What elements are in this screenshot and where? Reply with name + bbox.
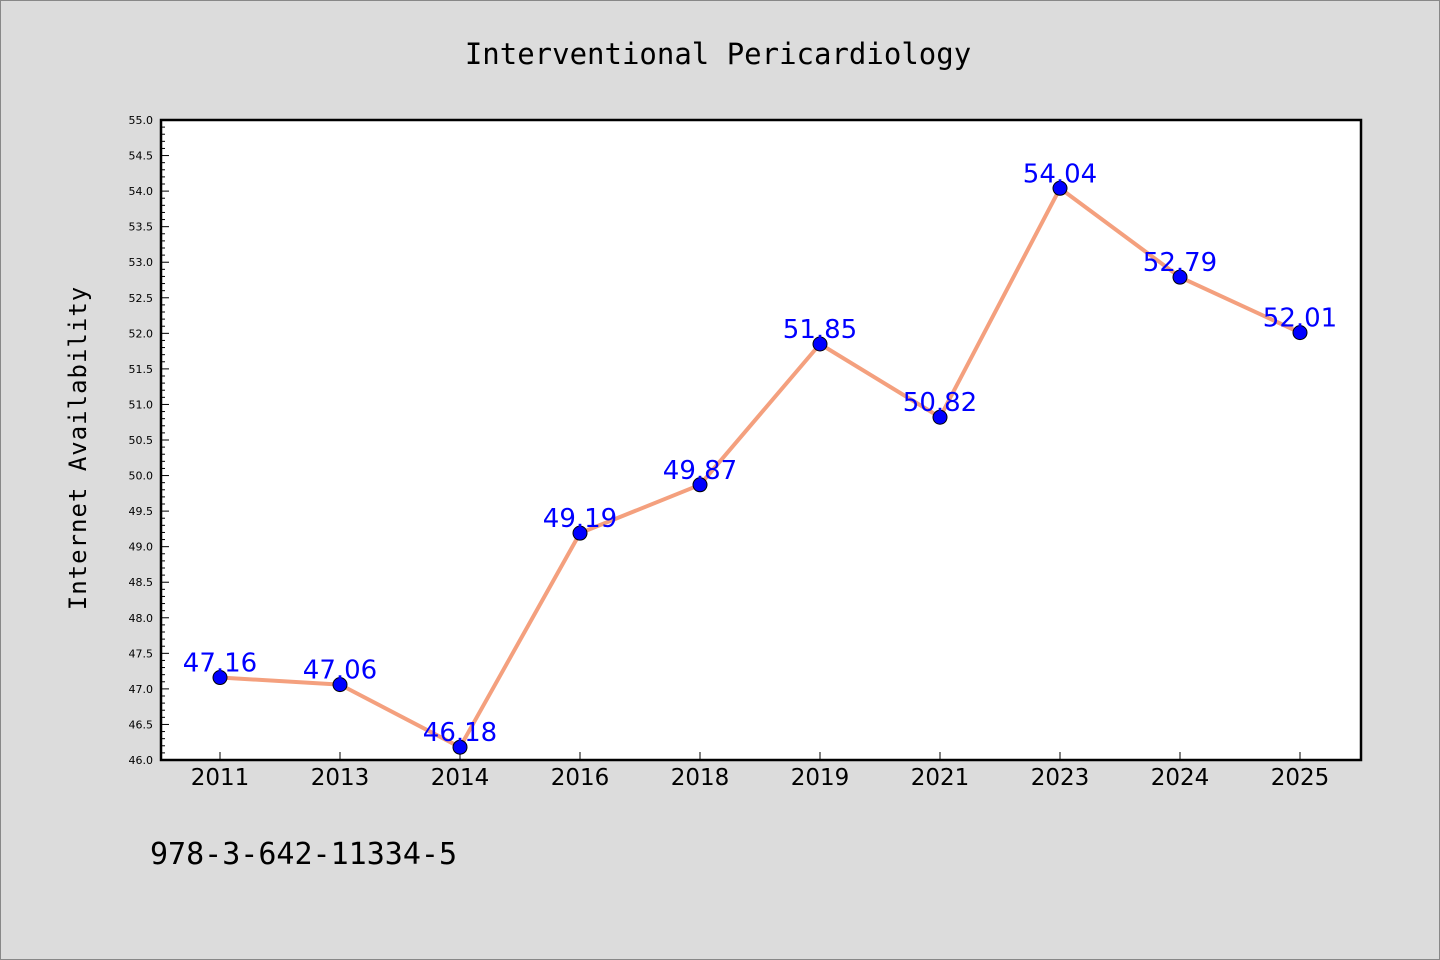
- plot-area: [159, 118, 1363, 762]
- data-label: 49.19: [543, 504, 617, 534]
- data-labels-group: 47.16 47.06 46.18 49.19 49.87 51.85 50.82 54.04…: [183, 159, 1337, 748]
- x-tick-label: 2025: [1271, 765, 1330, 791]
- y-axis-label: Internet Availability: [64, 286, 92, 610]
- y-tick-label: 50.5: [129, 434, 154, 447]
- data-point-marker: [332, 677, 348, 693]
- data-point-marker: [452, 739, 468, 755]
- y-tick-label: 48.0: [129, 612, 154, 625]
- series-line-group: [218, 186, 1302, 750]
- x-tick-label: 2023: [1031, 765, 1090, 791]
- markers-group: [212, 180, 1308, 755]
- x-tick-label: 2013: [311, 765, 370, 791]
- series-line: [218, 186, 1302, 750]
- y-tick-label: 52.0: [129, 327, 154, 340]
- y-tick-label: 53.0: [129, 256, 154, 269]
- y-tick-label: 50.0: [129, 470, 154, 483]
- y-tick-label: 53.5: [129, 221, 154, 234]
- x-tick-label: 2019: [791, 765, 850, 791]
- data-label: 49.87: [663, 456, 737, 486]
- x-tick-label: 2018: [671, 765, 730, 791]
- x-axis: 2011 2013 2014 2016 2018 2019 2021 2023 2024 2025: [191, 752, 1330, 791]
- isbn-footer: 978-3-642-11334-5: [150, 837, 457, 872]
- data-label: 52.79: [1143, 248, 1217, 278]
- x-tick-label: 2016: [551, 765, 610, 791]
- data-label: 46.18: [423, 718, 497, 748]
- y-tick-label: 52.5: [129, 292, 154, 305]
- x-tick-label: 2011: [191, 765, 250, 791]
- data-label: 52.01: [1263, 304, 1337, 334]
- y-tick-label: 46.0: [129, 754, 154, 767]
- data-point-marker: [1172, 269, 1188, 285]
- data-label: 50.82: [903, 388, 977, 418]
- y-tick-label: 51.5: [129, 363, 154, 376]
- y-tick-label: 51.0: [129, 398, 154, 411]
- y-tick-label: 49.5: [129, 505, 154, 518]
- y-tick-label: 46.5: [129, 718, 154, 731]
- data-point-marker: [1052, 180, 1068, 196]
- data-point-marker: [1292, 325, 1308, 341]
- x-tick-label: 2014: [431, 765, 490, 791]
- y-tick-label: 54.0: [129, 185, 154, 198]
- data-point-marker: [692, 477, 708, 493]
- y-tick-label: 55.0: [129, 114, 154, 127]
- data-label: 47.16: [183, 649, 257, 679]
- data-point-marker: [812, 336, 828, 352]
- y-tick-label: 47.0: [129, 683, 154, 696]
- y-tick-label: 47.5: [129, 647, 154, 660]
- data-label: 54.04: [1023, 159, 1097, 189]
- y-axis: 46.0 46.5 47.0 47.5 48.0 48.5 49.0 49.5 50.0 50.5…: [129, 114, 169, 767]
- y-tick-label: 48.5: [129, 576, 154, 589]
- chart-title: Interventional Pericardiology: [465, 37, 971, 71]
- data-point-marker: [572, 525, 588, 541]
- data-point-marker: [932, 409, 948, 425]
- y-tick-label: 49.0: [129, 541, 154, 554]
- y-tick-label: 54.5: [129, 150, 154, 163]
- data-label: 47.06: [303, 656, 377, 686]
- x-tick-label: 2021: [911, 765, 970, 791]
- x-tick-label: 2024: [1151, 765, 1210, 791]
- data-label: 51.85: [783, 315, 857, 345]
- data-point-marker: [212, 670, 228, 686]
